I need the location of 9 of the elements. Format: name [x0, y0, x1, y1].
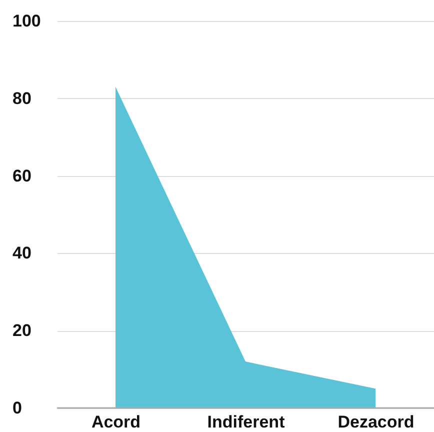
x-tick-label: Acord	[91, 412, 141, 432]
y-tick-label: 100	[12, 12, 41, 30]
x-tick-label: Dezacord	[338, 412, 414, 432]
y-tick-label: 20	[12, 321, 32, 340]
y-tick-label: 80	[12, 88, 32, 108]
x-tick-label: Indiferent	[207, 412, 286, 432]
y-tick-label: 0	[12, 398, 22, 418]
y-tick-label: 40	[12, 244, 32, 263]
y-tick-label: 60	[12, 166, 32, 186]
